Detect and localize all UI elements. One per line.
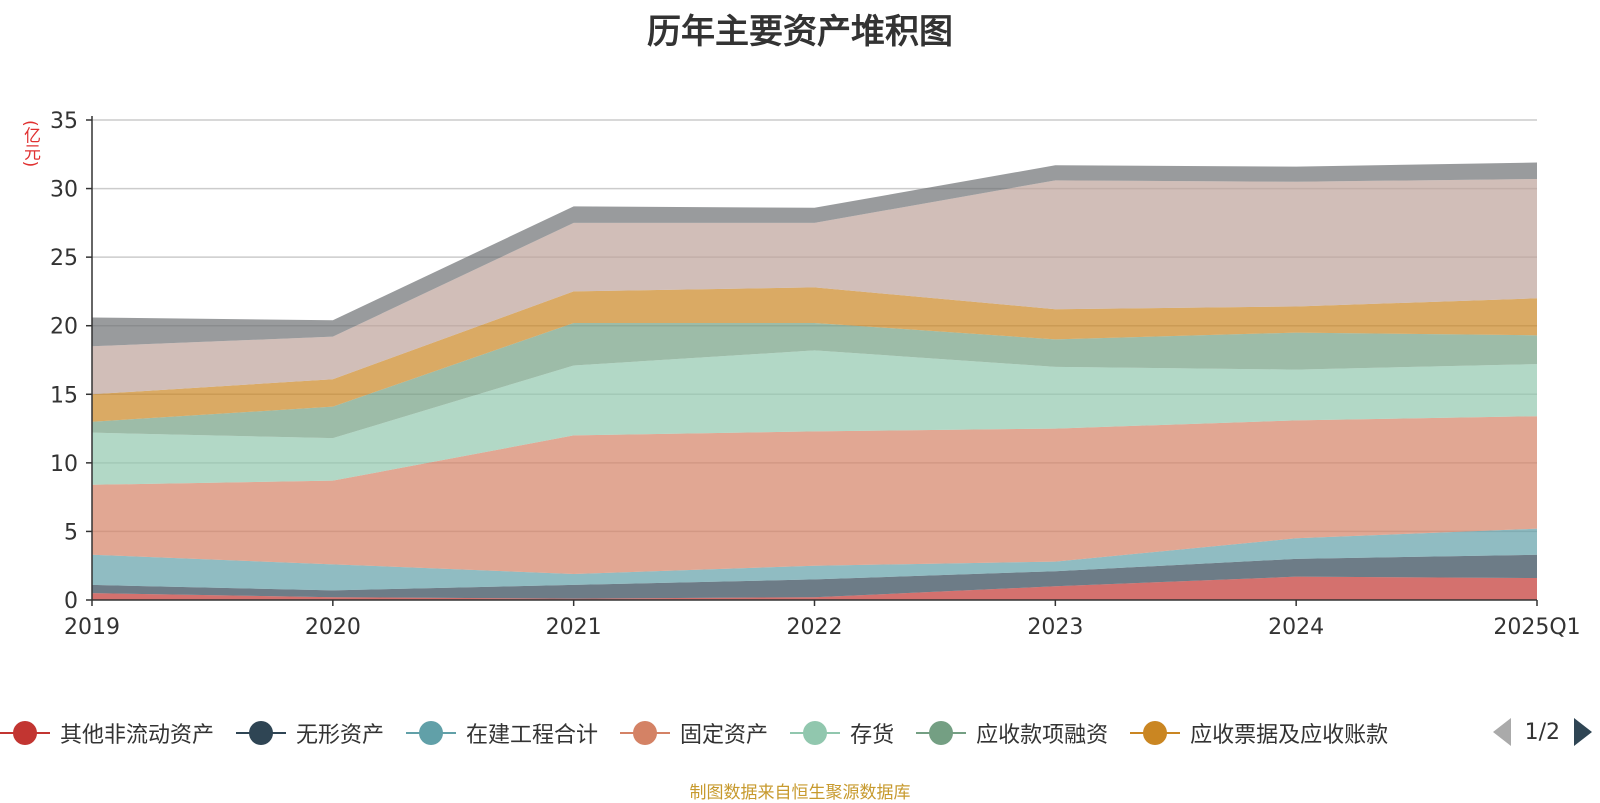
y-tick-label: 15 <box>50 383 78 408</box>
area-series-7 <box>92 178 1537 395</box>
x-tick-label: 2019 <box>64 615 120 640</box>
legend-item-label: 存货 <box>850 723 895 748</box>
legend-item-label: 在建工程合计 <box>466 723 599 748</box>
legend-item-label: 应收票据及应收账款 <box>1190 723 1389 748</box>
x-tick-label: 2022 <box>787 615 843 640</box>
area-series-5 <box>92 322 1537 439</box>
legend-item[interactable]: 在建工程合计 <box>406 717 598 749</box>
area-series-4 <box>92 350 1537 485</box>
x-tick-label: 2024 <box>1268 615 1324 640</box>
y-tick-label: 25 <box>50 246 78 271</box>
legend-item-label: 应收款项融资 <box>976 723 1109 748</box>
y-tick-label: 5 <box>64 520 78 545</box>
chart-title: 历年主要资产堆积图 <box>647 12 953 52</box>
legend-page-indicator: 1/2 <box>1524 719 1560 745</box>
legend-pager: 1/2 <box>1492 718 1592 746</box>
legend-marker-icon <box>620 721 671 745</box>
x-tick-label: 2025Q1 <box>1493 615 1580 640</box>
legend: 其他非流动资产 无形资产 在建工程合计 固定资产 存货 应收款项融资 应收票据及应收账款 <box>0 716 1600 750</box>
y-tick-label: 35 <box>50 109 78 134</box>
y-tick-label: 10 <box>50 452 78 477</box>
legend-item-label: 无形资产 <box>296 723 385 748</box>
stacked-area-chart: 0 5 10 15 20 25 30 35 2019 2020 2021 2022 2023 2024 20… <box>50 109 1581 640</box>
legend-marker-icon <box>790 721 841 745</box>
y-axis-unit-label: (亿元) <box>20 120 40 168</box>
x-tick-label: 2020 <box>305 615 361 640</box>
x-tick-label: 2021 <box>546 615 602 640</box>
y-tick-label: 0 <box>64 589 78 614</box>
legend-prev-page-icon[interactable] <box>1492 718 1511 746</box>
legend-item[interactable]: 固定资产 <box>620 717 768 749</box>
legend-item-label: 固定资产 <box>680 723 769 748</box>
legend-marker-icon <box>1130 721 1181 745</box>
area-series-8 <box>92 162 1537 347</box>
data-source-footer: 制图数据来自恒生聚源数据库 <box>689 783 911 803</box>
y-tick-label: 20 <box>50 315 78 340</box>
area-series-1 <box>92 554 1537 599</box>
area-series-6 <box>92 287 1537 422</box>
legend-marker-icon <box>236 721 287 745</box>
x-tick-label: 2023 <box>1027 615 1083 640</box>
y-tick-label: 30 <box>50 178 78 203</box>
legend-marker-icon <box>406 721 457 745</box>
legend-item[interactable]: 其他非流动资产 <box>0 717 214 749</box>
area-series-3 <box>92 416 1537 574</box>
legend-item[interactable]: 无形资产 <box>236 717 384 749</box>
legend-item[interactable]: 应收票据及应收账款 <box>1130 717 1388 749</box>
legend-marker-icon <box>916 721 967 745</box>
legend-marker-icon <box>0 721 50 745</box>
legend-item-label: 其他非流动资产 <box>60 723 215 748</box>
legend-item[interactable]: 应收款项融资 <box>916 717 1108 749</box>
area-series-2 <box>92 528 1537 591</box>
legend-next-page-icon[interactable] <box>1574 718 1592 746</box>
area-series-0 <box>92 576 1537 600</box>
legend-item[interactable]: 存货 <box>790 717 894 749</box>
